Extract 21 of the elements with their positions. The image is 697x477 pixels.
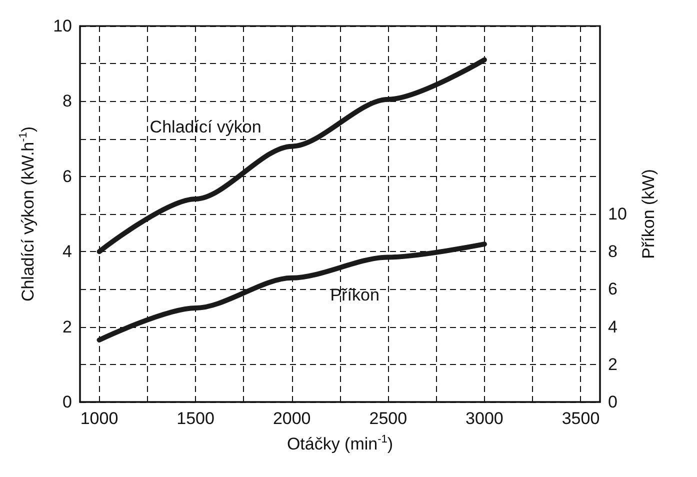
y-axis-title: Chladící výkon (kW.h-1) bbox=[18, 126, 38, 302]
y2-tick-label: 8 bbox=[608, 242, 618, 262]
y-tick-label: 6 bbox=[62, 166, 72, 186]
x-tick-label: 3000 bbox=[466, 409, 504, 428]
x-tick-label: 2000 bbox=[272, 409, 311, 428]
series-label: Chladící výkon bbox=[150, 117, 262, 136]
x-tick-label: 1500 bbox=[176, 409, 214, 428]
x-tick-label: 3500 bbox=[562, 409, 600, 428]
y-tick-label: 10 bbox=[53, 16, 72, 36]
y2-tick-label: 10 bbox=[608, 204, 627, 224]
y-tick-label: 8 bbox=[62, 92, 72, 111]
x-tick-label: 2500 bbox=[369, 409, 408, 428]
y-tick-label: 2 bbox=[62, 317, 72, 336]
y-tick-label: 4 bbox=[62, 242, 72, 262]
y-tick-label: 0 bbox=[62, 392, 72, 412]
y2-axis-title: Příkon (kW) bbox=[639, 169, 658, 259]
y2-tick-label: 4 bbox=[608, 317, 618, 336]
x-tick-label: 1000 bbox=[80, 409, 118, 428]
y2-tick-label: 6 bbox=[608, 280, 618, 299]
y2-tick-label: 2 bbox=[608, 354, 618, 374]
y2-tick-label: 0 bbox=[608, 392, 618, 412]
